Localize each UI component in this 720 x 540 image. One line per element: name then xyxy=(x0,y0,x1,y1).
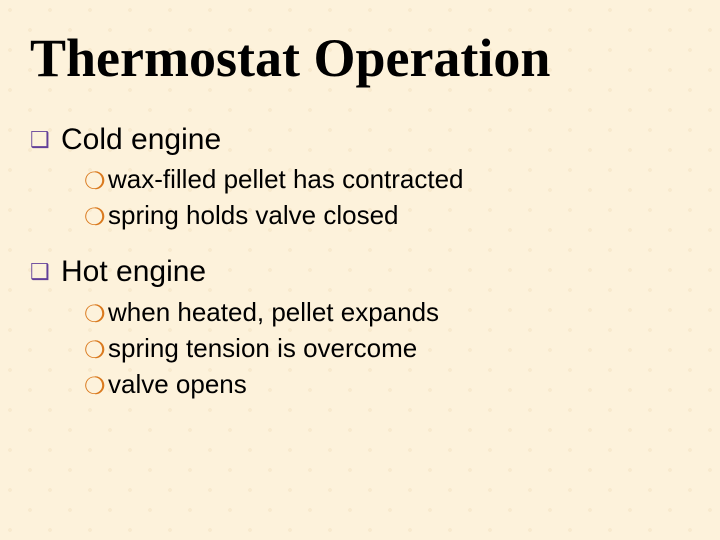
section-heading: ❑Cold engine xyxy=(30,123,690,158)
list-item-text: spring tension is overcome xyxy=(108,333,417,363)
list-item: ❍valve opens xyxy=(84,368,690,402)
slide: Thermostat Operation ❑Cold engine ❍wax-f… xyxy=(0,0,720,540)
square-bullet-icon: ❑ xyxy=(30,127,58,152)
list-item: ❍spring holds valve closed xyxy=(84,199,690,233)
section-heading-text: Cold engine xyxy=(61,123,221,156)
circle-bullet-icon: ❍ xyxy=(84,336,108,366)
list-item-text: valve opens xyxy=(108,369,247,399)
section-heading-text: Hot engine xyxy=(61,255,206,288)
circle-bullet-icon: ❍ xyxy=(84,372,108,402)
circle-bullet-icon: ❍ xyxy=(84,167,108,197)
list-item: ❍wax-filled pellet has contracted xyxy=(84,163,690,197)
circle-bullet-icon: ❍ xyxy=(84,300,108,330)
slide-title: Thermostat Operation xyxy=(30,30,690,87)
list-item: ❍when heated, pellet expands xyxy=(84,296,690,330)
square-bullet-icon: ❑ xyxy=(30,259,58,284)
circle-bullet-icon: ❍ xyxy=(84,203,108,233)
list-item-text: when heated, pellet expands xyxy=(108,297,439,327)
list-item: ❍spring tension is overcome xyxy=(84,332,690,366)
spacer xyxy=(30,235,690,245)
list-item-text: wax-filled pellet has contracted xyxy=(108,164,464,194)
section-heading: ❑Hot engine xyxy=(30,255,690,290)
list-item-text: spring holds valve closed xyxy=(108,200,399,230)
